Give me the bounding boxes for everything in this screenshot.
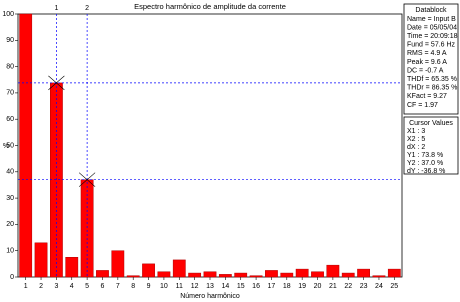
datablock-line: Peak = 9.6 A <box>407 59 447 66</box>
x-tick-label: 18 <box>283 283 291 290</box>
bar <box>218 274 232 278</box>
bar <box>157 271 171 278</box>
x-tick-label: 3 <box>54 283 58 290</box>
x-tick-label: 11 <box>176 283 183 290</box>
x-tick-label: 25 <box>390 283 398 290</box>
x-tick-label: 15 <box>237 283 245 290</box>
x-tick-label: 5 <box>85 283 89 290</box>
datablock-line: Time = 20:09:18 <box>407 33 458 40</box>
y-axis-label: % <box>3 143 9 150</box>
x-tick-label: 16 <box>252 283 260 290</box>
bar <box>372 275 386 278</box>
chart-title: Espectro harmônico de amplitude da corre… <box>134 2 286 11</box>
y-tick-label: 0 <box>10 274 14 281</box>
x-tick-label: 20 <box>314 283 322 290</box>
datablock-line: THDr = 86.35 % <box>407 85 457 92</box>
bar <box>203 271 217 278</box>
cursor-marker <box>78 172 96 187</box>
datablock-line: Name = Input B <box>407 16 456 23</box>
cursor-panel-title: Cursor Values <box>409 120 453 127</box>
y-tick-label: 60 <box>6 116 14 123</box>
plot-frame <box>17 13 403 278</box>
y-tick-label: 30 <box>6 195 14 202</box>
bar <box>341 272 355 278</box>
x-tick-label: 8 <box>131 283 135 290</box>
x-tick-label: 14 <box>221 283 229 290</box>
bar <box>280 272 294 278</box>
datablock-title: Datablock <box>415 7 447 14</box>
x-tick-label: 2 <box>39 283 43 290</box>
x-tick-label: 12 <box>191 283 199 290</box>
y-tick-label: 10 <box>6 248 14 255</box>
datablock-panel <box>403 3 459 115</box>
x-tick-label: 13 <box>206 283 214 290</box>
cursor-value-line: Y2 : 37.0 % <box>407 160 443 167</box>
x-tick-label: 21 <box>329 283 337 290</box>
x-tick-label: 17 <box>268 283 276 290</box>
y-tick-label: 80 <box>6 63 14 70</box>
bar <box>357 268 370 278</box>
bar <box>142 263 155 278</box>
cursor-marker <box>48 75 65 91</box>
bar <box>172 259 186 278</box>
y-tick-label: 100 <box>2 11 14 18</box>
bar <box>19 13 33 278</box>
cursor-value-line: X2 : 5 <box>407 136 425 143</box>
cursor-panel <box>403 116 459 175</box>
bar <box>265 270 278 278</box>
bar <box>234 272 248 278</box>
cursor-label: 2 <box>85 5 89 12</box>
x-tick-label: 1 <box>24 283 28 290</box>
datablock-line: DC = -0.7 A <box>407 67 444 74</box>
y-tick-label: 70 <box>6 90 14 97</box>
x-tick-label: 6 <box>101 283 105 290</box>
x-tick-label: 4 <box>70 283 74 290</box>
x-tick-label: 7 <box>116 283 120 290</box>
x-tick-label: 19 <box>298 283 306 290</box>
cursor-value-line: dY : -36.8 % <box>407 168 445 175</box>
y-tick-label: 20 <box>6 221 14 228</box>
bar <box>34 242 48 278</box>
bar <box>387 268 401 278</box>
cursor-value-line: Y1 : 73.8 % <box>407 152 443 159</box>
y-tick-label: 50 <box>6 142 14 149</box>
bar <box>96 270 109 278</box>
datablock-line: KFact = 9.27 <box>407 93 447 100</box>
bar <box>111 250 125 278</box>
y-tick-label: 40 <box>6 169 14 176</box>
datablock-line: CF = 1.97 <box>407 102 438 109</box>
bar <box>126 275 140 278</box>
bar <box>249 275 263 278</box>
datablock-line: THDf = 65.35 % <box>407 76 457 83</box>
datablock-line: Date = 05/05/04 <box>407 24 457 31</box>
datablock-line: RMS = 4.9 A <box>407 50 447 57</box>
y-tick-label: 90 <box>6 37 14 44</box>
bar <box>311 271 324 278</box>
bar <box>188 272 202 278</box>
x-tick-label: 22 <box>344 283 352 290</box>
x-tick-label: 23 <box>360 283 368 290</box>
x-axis-label: Número harmônico <box>180 293 240 300</box>
datablock-line: Fund = 57.6 Hz <box>407 42 456 49</box>
cursor-value-line: X1 : 3 <box>407 128 425 135</box>
cursor-value-line: dX : 2 <box>407 144 425 151</box>
bar <box>65 257 79 278</box>
x-tick-label: 24 <box>375 283 383 290</box>
x-tick-label: 10 <box>160 283 168 290</box>
bar <box>326 264 340 278</box>
cursor-label: 1 <box>54 5 58 12</box>
bar <box>295 268 309 278</box>
x-tick-label: 9 <box>147 283 151 290</box>
